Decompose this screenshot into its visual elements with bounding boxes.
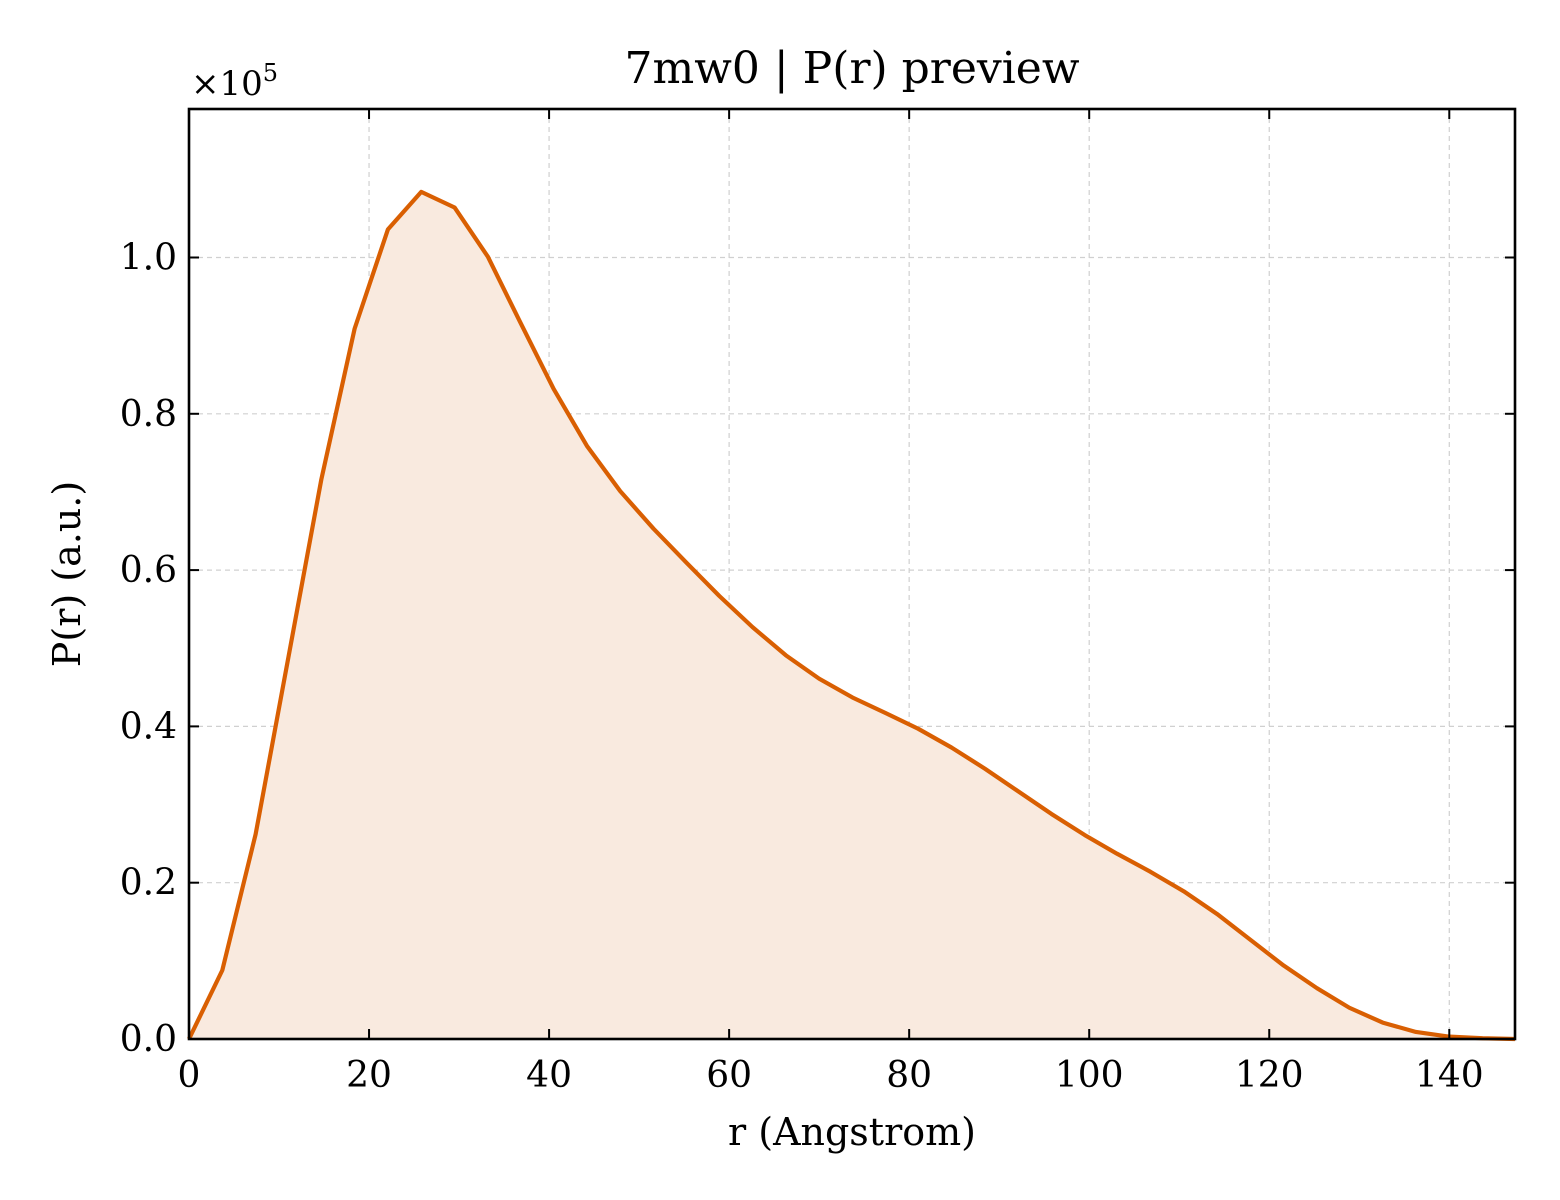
y-offset-base: ×10 [191,64,263,104]
y-tick-label: 0.4 [120,706,177,747]
y-offset-label: ×105 [191,59,278,104]
pr-line [187,189,1516,1042]
x-tick-label: 80 [886,1055,932,1096]
tick-labels: 0 20 40 60 80 100 120 140 0.0 0.2 0.4 0.6 0.8 1.0 [120,237,1484,1096]
x-tick-label: 120 [1235,1055,1304,1096]
pr-area-fill [189,191,1515,1040]
x-tick-label: 60 [706,1055,752,1096]
x-tick-label: 40 [526,1055,572,1096]
x-tick-label: 140 [1415,1055,1484,1096]
x-tick-label: 0 [178,1055,201,1096]
x-tick-label: 100 [1055,1055,1124,1096]
y-tick-label: 0.6 [120,550,177,591]
x-axis-label: r (Angstrom) [728,1110,976,1154]
y-offset-exponent: 5 [263,59,278,87]
data-layer [187,189,1516,1042]
y-tick-label: 0.8 [120,394,177,435]
chart-title: 7mw0 | P(r) preview [625,43,1080,94]
y-tick-label: 1.0 [120,237,177,278]
y-tick-label: 0.0 [120,1019,177,1060]
plot-frame [187,107,1517,1041]
tick-marks [188,109,1515,1040]
y-axis-label: P(r) (a.u.) [45,481,89,667]
y-tick-label: 0.2 [120,863,177,904]
x-tick-label: 20 [346,1055,392,1096]
